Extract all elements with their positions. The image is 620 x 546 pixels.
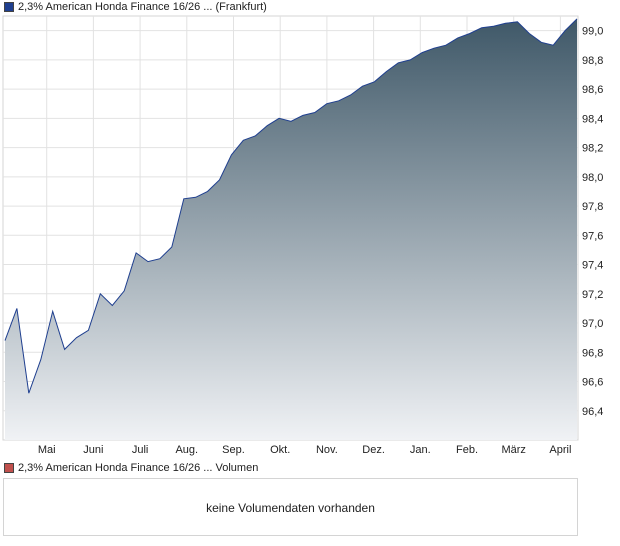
price-point xyxy=(135,252,137,254)
price-point xyxy=(528,33,530,35)
y-tick-label: 97,6 xyxy=(582,230,603,242)
price-point xyxy=(99,293,101,295)
price-point xyxy=(111,305,113,307)
y-tick-label: 97,4 xyxy=(582,260,603,272)
y-tick-label: 98,0 xyxy=(582,172,603,184)
y-tick-label: 98,2 xyxy=(582,143,603,155)
price-legend: 2,3% American Honda Finance 16/26 ... (F… xyxy=(4,0,267,14)
price-point xyxy=(397,62,399,64)
volume-legend: 2,3% American Honda Finance 16/26 ... Vo… xyxy=(4,461,258,475)
price-point xyxy=(326,103,328,105)
price-point xyxy=(481,27,483,29)
y-tick-label: 98,4 xyxy=(582,113,603,125)
price-point xyxy=(385,71,387,73)
price-point xyxy=(564,30,566,32)
price-point xyxy=(552,44,554,46)
no-volume-message: keine Volumendaten vorhanden xyxy=(206,501,375,515)
y-tick-label: 97,2 xyxy=(582,289,603,301)
price-point xyxy=(493,25,495,27)
x-tick-label: Sep. xyxy=(222,444,245,456)
x-tick-label: Feb. xyxy=(456,444,478,456)
price-point xyxy=(540,41,542,43)
price-point xyxy=(576,18,578,20)
price-point xyxy=(219,179,221,181)
x-tick-label: Nov. xyxy=(316,444,338,456)
x-tick-label: Juli xyxy=(132,444,149,456)
x-tick-label: März xyxy=(501,444,525,456)
x-tick-label: Jan. xyxy=(410,444,431,456)
price-point xyxy=(242,139,244,141)
y-tick-label: 97,0 xyxy=(582,318,603,330)
price-point xyxy=(147,261,149,263)
price-point xyxy=(314,112,316,114)
price-point xyxy=(40,359,42,361)
y-tick-label: 96,6 xyxy=(582,377,603,389)
price-point xyxy=(207,190,209,192)
price-point xyxy=(266,125,268,127)
price-point xyxy=(159,258,161,260)
price-point xyxy=(123,290,125,292)
price-point xyxy=(278,117,280,119)
price-legend-swatch xyxy=(4,2,14,12)
price-area xyxy=(5,18,577,441)
price-point xyxy=(469,33,471,35)
price-point xyxy=(409,59,411,61)
price-point xyxy=(338,100,340,102)
price-point xyxy=(433,47,435,49)
price-point xyxy=(457,37,459,39)
y-tick-label: 96,4 xyxy=(582,406,603,418)
price-point xyxy=(516,21,518,23)
price-point xyxy=(4,340,6,342)
x-tick-label: Mai xyxy=(38,444,56,456)
price-point xyxy=(421,52,423,54)
price-point xyxy=(28,392,30,394)
x-tick-label: Okt. xyxy=(270,444,290,456)
price-point xyxy=(64,348,66,350)
price-chart: Mai Juni Juli Aug. Sep. Okt. Nov. Dez. Jan. Feb. M… xyxy=(2,15,603,456)
price-point xyxy=(505,22,507,24)
x-tick-label: Aug. xyxy=(175,444,198,456)
y-tick-label: 99,0 xyxy=(582,26,603,38)
price-point xyxy=(16,307,18,309)
price-point xyxy=(302,114,304,116)
price-point xyxy=(362,85,364,87)
price-point xyxy=(373,81,375,83)
x-tick-label: Dez. xyxy=(362,444,385,456)
y-tick-label: 97,8 xyxy=(582,201,603,213)
price-point xyxy=(254,135,256,137)
price-point xyxy=(52,310,54,312)
price-point xyxy=(445,44,447,46)
y-tick-label: 96,8 xyxy=(582,347,603,359)
y-tick-label: 98,8 xyxy=(582,55,603,67)
y-tick-label: 98,6 xyxy=(582,84,603,96)
price-point xyxy=(230,154,232,156)
price-point xyxy=(171,246,173,248)
price-point xyxy=(290,120,292,122)
x-tick-label: Juni xyxy=(83,444,103,456)
price-point xyxy=(195,196,197,198)
volume-chart-panel: keine Volumendaten vorhanden xyxy=(3,478,578,536)
volume-legend-swatch xyxy=(4,463,14,473)
price-point xyxy=(87,329,89,331)
price-point xyxy=(350,94,352,96)
x-tick-label: April xyxy=(549,444,571,456)
price-legend-label: 2,3% American Honda Finance 16/26 ... (F… xyxy=(18,1,267,13)
price-point xyxy=(183,198,185,200)
volume-legend-label: 2,3% American Honda Finance 16/26 ... Vo… xyxy=(18,462,259,474)
price-line xyxy=(4,18,578,394)
price-point xyxy=(76,337,78,339)
